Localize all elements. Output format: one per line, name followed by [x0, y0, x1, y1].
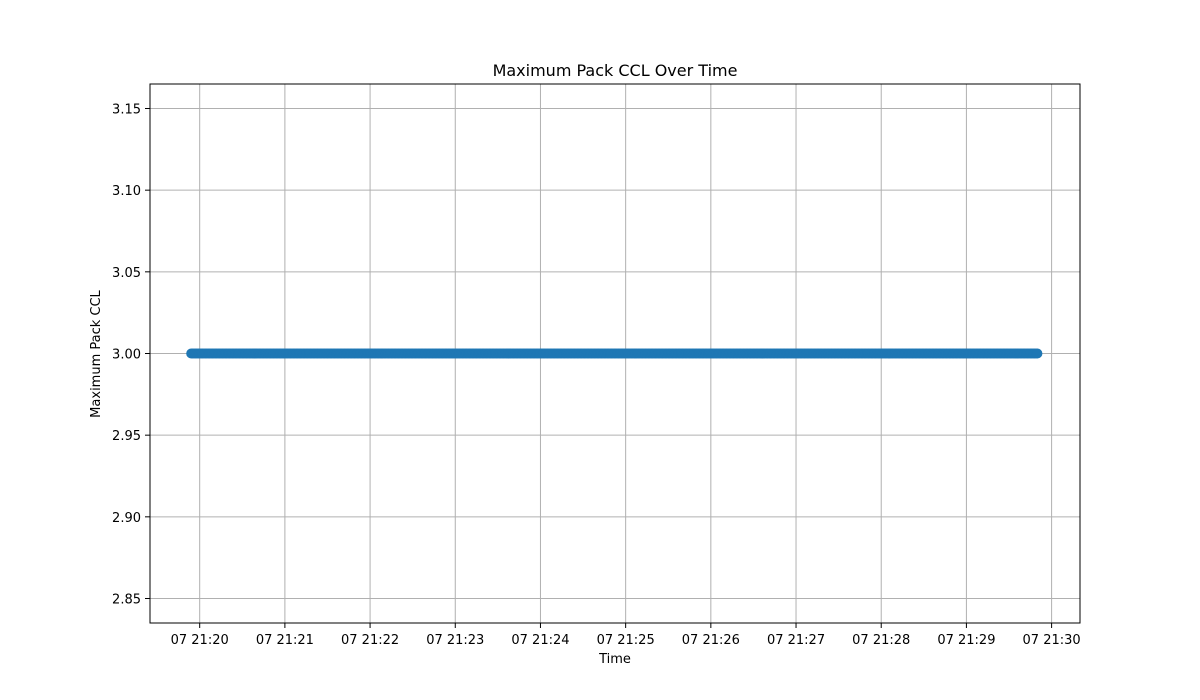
data-point	[1032, 348, 1043, 359]
x-tick-label: 07 21:23	[426, 633, 484, 648]
y-tick-label: 2.85	[112, 593, 141, 608]
y-axis-label: Maximum Pack CCL	[89, 289, 104, 417]
x-tick-label: 07 21:26	[682, 633, 740, 648]
x-tick-label: 07 21:28	[852, 633, 910, 648]
y-tick-label: 2.95	[112, 429, 141, 444]
y-tick-label: 3.15	[112, 103, 141, 118]
y-tick-label: 3.00	[112, 348, 141, 363]
x-tick-label: 07 21:21	[256, 633, 314, 648]
x-axis: 07 21:20 07 21:21 07 21:22 07 21:23 07 21:24…	[171, 623, 1081, 648]
chart-title: Maximum Pack CCL Over Time	[493, 61, 738, 80]
x-tick-label: 07 21:20	[171, 633, 229, 648]
x-tick-label: 07 21:25	[597, 633, 655, 648]
y-tick-label: 3.10	[112, 184, 141, 199]
x-tick-label: 07 21:24	[511, 633, 569, 648]
grid-lines	[150, 84, 1080, 623]
x-tick-label: 07 21:30	[1023, 633, 1081, 648]
data-series	[186, 348, 1043, 359]
x-tick-label: 07 21:27	[767, 633, 825, 648]
x-tick-label: 07 21:22	[341, 633, 399, 648]
x-tick-label: 07 21:29	[937, 633, 995, 648]
y-tick-label: 3.05	[112, 266, 141, 281]
y-tick-label: 2.90	[112, 511, 141, 526]
y-axis: 2.85 2.90 2.95 3.00 3.05 3.10 3.15	[112, 103, 150, 608]
x-axis-label: Time	[598, 652, 631, 667]
